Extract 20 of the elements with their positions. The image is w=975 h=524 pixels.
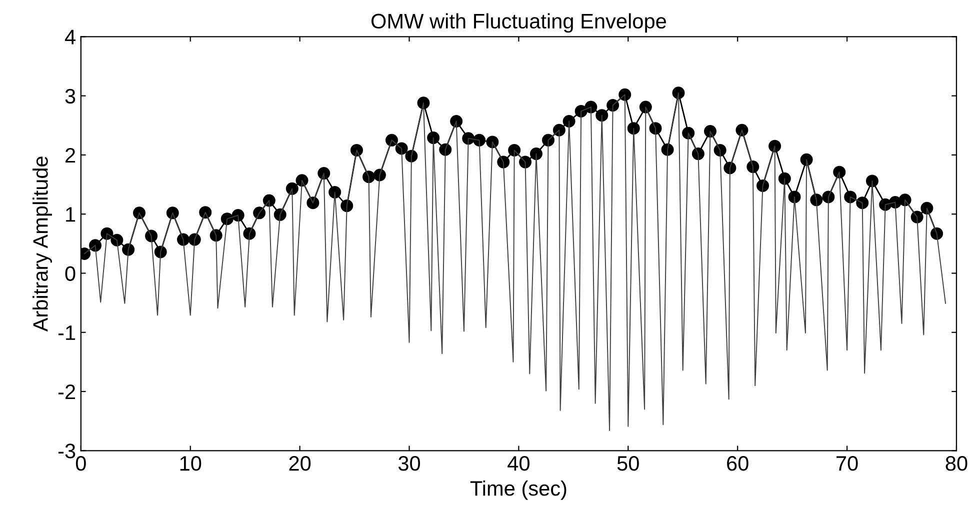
y-tick-label: 2	[66, 148, 76, 163]
y-tick-label: 1	[66, 207, 76, 222]
y-tick-label: 0	[65, 266, 76, 281]
x-tick-label: 70	[836, 456, 858, 471]
y-axis-title: Arbitrary Amplitude	[32, 156, 52, 332]
x-tick-label: 10	[180, 456, 202, 471]
x-tick-label: 0	[76, 456, 86, 471]
y-tick-label: -3	[58, 444, 76, 458]
x-tick-label: 30	[398, 456, 420, 471]
y-tick-label: -1	[58, 326, 76, 340]
y-tick-label: -2	[58, 384, 76, 400]
x-tick-label: 50	[617, 456, 639, 471]
y-tick-label: 3	[65, 88, 76, 104]
chart-title: OMW with Fluctuating Envelope	[371, 13, 666, 33]
y-tick-label: 4	[64, 30, 76, 44]
x-tick-label: 20	[289, 456, 311, 471]
x-axis-title: Time (sec)	[470, 480, 566, 500]
x-tick-label: 60	[727, 456, 748, 471]
x-tick-label: 40	[508, 456, 530, 471]
x-tick-label: 80	[946, 456, 968, 471]
